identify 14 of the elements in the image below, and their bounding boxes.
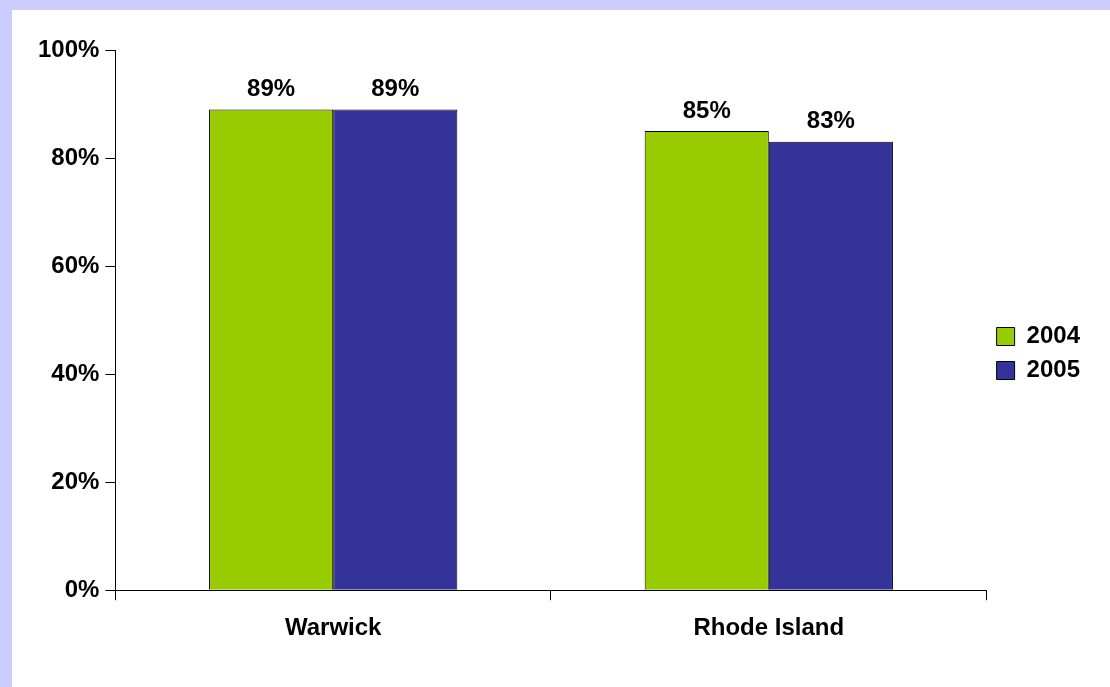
- y-tick-label: 20%: [51, 466, 100, 494]
- data-label: 89%: [371, 74, 420, 102]
- data-label: 85%: [682, 95, 731, 123]
- y-tick-label: 0%: [64, 574, 100, 602]
- data-label: 83%: [806, 106, 855, 134]
- y-tick-label: 80%: [51, 142, 100, 170]
- legend-label: 2004: [1026, 321, 1081, 349]
- y-tick-label: 100%: [37, 34, 100, 62]
- x-tick-label: Rhode Island: [693, 613, 845, 641]
- data-label: 89%: [247, 74, 296, 102]
- x-tick-label: Warwick: [284, 613, 383, 641]
- y-tick-label: 60%: [51, 250, 100, 278]
- legend-label: 2005: [1026, 355, 1080, 383]
- y-tick-label: 40%: [51, 358, 100, 386]
